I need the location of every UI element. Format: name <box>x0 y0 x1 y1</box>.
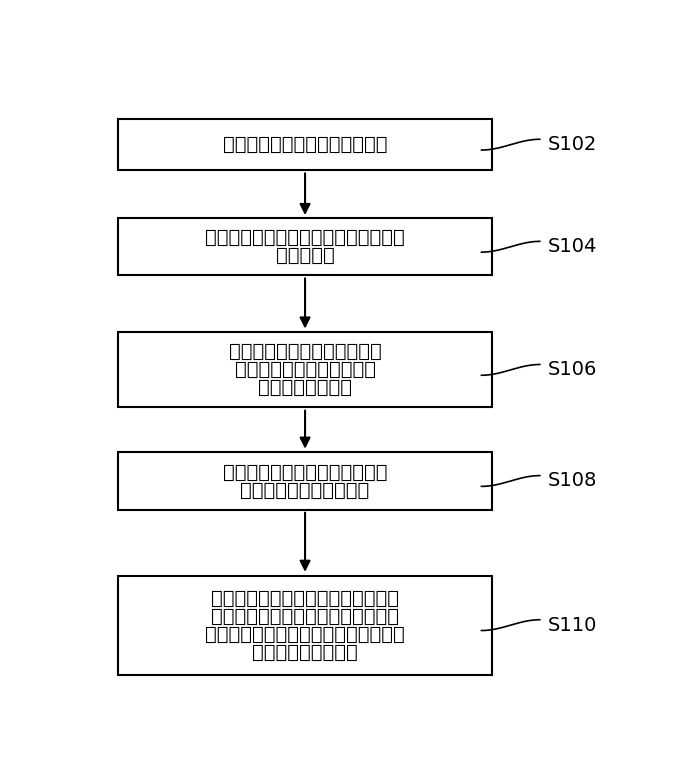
Text: 从染色体中期分裂相显微图像中提取出: 从染色体中期分裂相显微图像中提取出 <box>205 229 405 247</box>
Text: 双着丝粒染色体图像: 双着丝粒染色体图像 <box>252 643 358 661</box>
FancyBboxPatch shape <box>119 218 492 275</box>
Text: 将提取出的染色体图像划分为: 将提取出的染色体图像划分为 <box>229 342 382 361</box>
FancyBboxPatch shape <box>119 452 492 509</box>
Text: S108: S108 <box>548 471 597 491</box>
Text: 第一单个独立染色体图像和: 第一单个独立染色体图像和 <box>234 360 376 379</box>
Text: 染色体图像: 染色体图像 <box>276 246 334 265</box>
Text: 粘连染色体团图像: 粘连染色体团图像 <box>258 378 352 397</box>
FancyBboxPatch shape <box>119 119 492 170</box>
Text: 至少一个卷积神经网络模型中，以识别: 至少一个卷积神经网络模型中，以识别 <box>205 625 405 644</box>
Text: S104: S104 <box>548 237 597 257</box>
Text: 获取染色体中期分裂相显微图像: 获取染色体中期分裂相显微图像 <box>223 135 387 154</box>
Text: 将粘连染色体团图像分离成多个: 将粘连染色体团图像分离成多个 <box>223 463 387 481</box>
Text: S106: S106 <box>548 360 597 379</box>
Text: 第二单个独立染色体图像: 第二单个独立染色体图像 <box>240 480 370 499</box>
Text: S110: S110 <box>548 615 597 635</box>
FancyBboxPatch shape <box>119 576 492 675</box>
FancyBboxPatch shape <box>119 332 492 407</box>
Text: 所有第二单个独立染色体图像输入至: 所有第二单个独立染色体图像输入至 <box>211 607 399 626</box>
Text: 将所有第一单个独立染色体图像以及: 将所有第一单个独立染色体图像以及 <box>211 589 399 608</box>
Text: S102: S102 <box>548 135 597 154</box>
